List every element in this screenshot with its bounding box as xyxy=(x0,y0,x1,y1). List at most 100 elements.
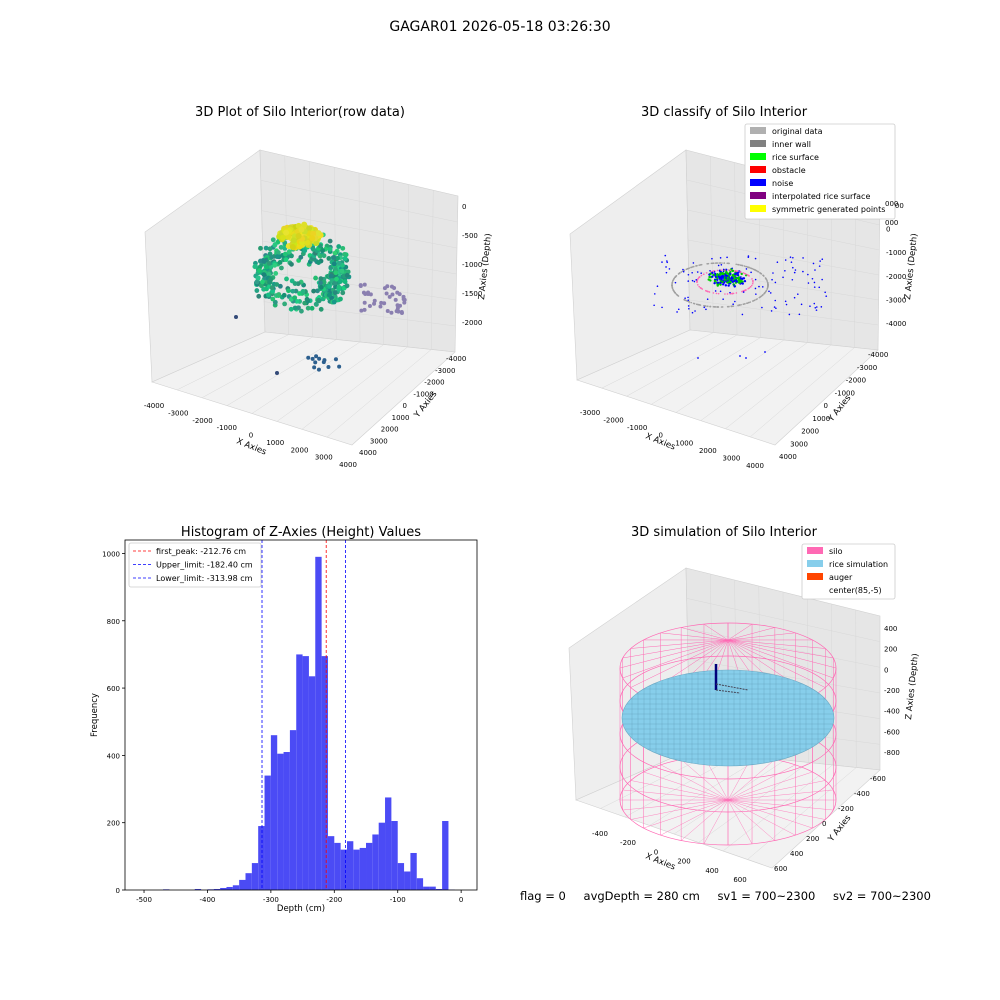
panel4-title: 3D simulation of Silo Interior xyxy=(631,525,818,540)
classified-point xyxy=(736,276,739,280)
classified-point xyxy=(757,270,759,273)
classified-point xyxy=(682,270,685,273)
silo-floor-strut xyxy=(727,799,775,841)
panel4-xlabel: X Axies xyxy=(644,852,677,873)
data-point xyxy=(395,306,400,311)
sv2-value: sv2 = 700~2300 xyxy=(833,889,931,903)
classified-point xyxy=(737,276,741,279)
data-point xyxy=(362,282,367,287)
histogram-bar xyxy=(220,887,227,890)
y-tick-label: 4000 xyxy=(359,449,377,457)
data-point xyxy=(259,283,264,289)
classified-point xyxy=(731,292,733,295)
histogram-bar xyxy=(423,886,430,890)
classified-point xyxy=(687,296,689,299)
classified-point xyxy=(726,293,729,295)
panel4-z-ticks: 400 200 0 -200 -400 -600 -800 xyxy=(884,625,900,757)
legend-label: interpolated rice surface xyxy=(772,192,870,201)
classified-point xyxy=(750,284,753,287)
y-tick-label: -400 xyxy=(854,790,870,798)
silo-floor-strut xyxy=(727,780,826,801)
classified-point xyxy=(727,284,730,287)
data-point xyxy=(289,244,296,251)
histogram-bar xyxy=(366,842,373,890)
data-point xyxy=(338,296,343,302)
data-point xyxy=(286,288,291,294)
classified-point xyxy=(802,270,804,273)
classified-point xyxy=(767,284,769,287)
classified-point xyxy=(713,270,716,272)
silo-floor-strut xyxy=(727,799,796,836)
silo-roof-strut xyxy=(727,639,826,688)
x-tick-label: 2000 xyxy=(699,447,717,455)
data-point xyxy=(272,299,278,305)
y-tick-label: -200 xyxy=(838,805,854,813)
data-point xyxy=(315,230,322,237)
data-point xyxy=(389,284,394,289)
x-tick-label: 3000 xyxy=(723,454,741,462)
classified-point xyxy=(684,297,686,299)
silo-floor-strut xyxy=(630,799,729,820)
classified-point xyxy=(705,308,707,311)
data-point xyxy=(270,296,276,302)
classified-point xyxy=(698,276,701,279)
classified-point xyxy=(688,301,690,303)
classified-point xyxy=(745,265,748,268)
classified-point xyxy=(768,290,770,293)
y-tick-label: 3000 xyxy=(790,440,808,448)
classified-point xyxy=(732,303,734,306)
histogram-bar xyxy=(245,873,252,890)
classified-point xyxy=(671,282,674,284)
classified-point xyxy=(721,283,725,286)
data-point xyxy=(278,244,284,250)
classified-point xyxy=(726,262,729,265)
data-point xyxy=(289,261,294,267)
classified-point xyxy=(727,280,729,282)
x-tick-label: 4000 xyxy=(746,462,764,470)
classified-point xyxy=(741,290,743,293)
classified-point xyxy=(740,276,742,278)
grid-line xyxy=(675,339,785,413)
silo-roof-strut xyxy=(703,623,729,641)
data-point xyxy=(257,268,263,273)
classified-point xyxy=(742,272,745,274)
classified-point xyxy=(709,272,712,276)
grid-line xyxy=(651,337,761,405)
legend-swatch xyxy=(750,179,766,186)
classified-point xyxy=(726,276,729,279)
classified-point xyxy=(721,280,724,284)
classified-point xyxy=(727,269,730,271)
data-point xyxy=(318,276,324,282)
y-tick-label: 200 xyxy=(806,835,819,843)
classified-point xyxy=(763,292,766,294)
classified-point xyxy=(789,256,792,258)
data-point xyxy=(337,364,342,369)
classified-point xyxy=(712,270,714,272)
y-tick-label: -1000 xyxy=(413,390,433,398)
avg-depth-value: avgDepth = 280 cm xyxy=(583,889,700,903)
data-point xyxy=(358,283,363,288)
grid-line xyxy=(686,598,881,642)
classified-point xyxy=(664,254,667,257)
classified-point xyxy=(734,270,737,272)
classified-point xyxy=(712,273,715,277)
histogram-bar xyxy=(194,888,202,890)
data-point xyxy=(326,292,332,298)
classified-point xyxy=(703,306,706,309)
z-tick-label: 0 xyxy=(462,203,466,211)
data-point xyxy=(344,272,350,278)
classified-point xyxy=(705,272,708,274)
classified-point xyxy=(674,291,676,294)
classified-point xyxy=(697,357,699,359)
grid-line xyxy=(689,299,879,326)
y-tick-label: 0 xyxy=(822,820,826,828)
data-point xyxy=(286,249,292,255)
classified-point xyxy=(687,305,690,307)
grid-line xyxy=(725,344,832,429)
data-point xyxy=(327,284,332,289)
y-tick-label: 0 xyxy=(116,887,120,895)
x-tick-label: -4000 xyxy=(144,402,164,410)
classified-point xyxy=(700,274,703,277)
data-point xyxy=(281,292,287,298)
